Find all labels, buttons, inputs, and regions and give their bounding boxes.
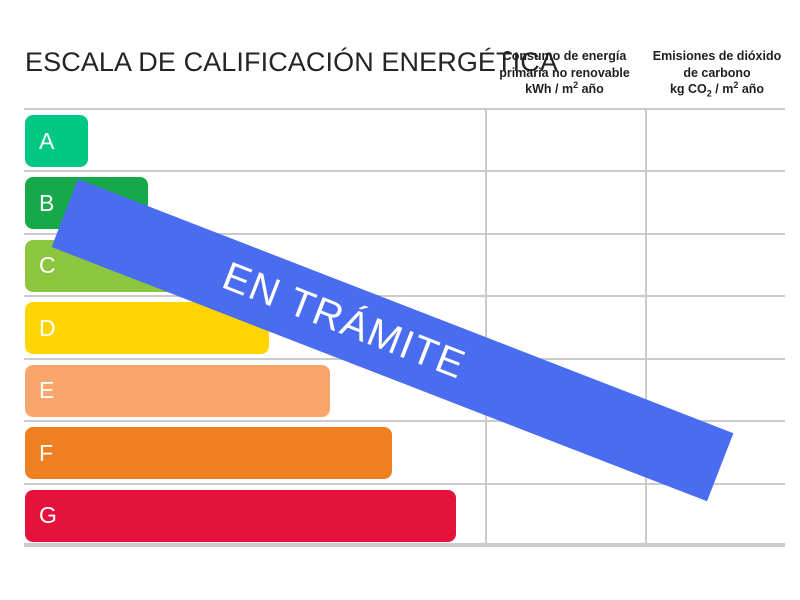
column-header-energy-line1: Consumo de energía	[502, 49, 627, 63]
co2-value-cell-g	[647, 485, 785, 545]
column-header-energy-unit: kWh / m2 año	[487, 79, 642, 98]
column-header-co2-line2: de carbono	[683, 65, 751, 80]
rating-bar-a: A	[25, 115, 88, 167]
rating-letter-g: G	[39, 502, 57, 529]
rating-row-e: E	[24, 360, 785, 423]
rating-row-a: A	[24, 110, 785, 173]
page-title: ESCALA DE CALIFICACIÓN ENERGÉTICA	[25, 47, 558, 77]
column-header-co2-line1: Emisiones de dióxido	[652, 49, 782, 63]
rating-letter-b: B	[39, 189, 55, 216]
co2-unit-prefix: kg CO	[669, 82, 707, 96]
energy-value-cell-a	[487, 110, 645, 170]
rating-letter-a: A	[39, 127, 55, 154]
rating-row-c: C	[24, 235, 785, 298]
rating-bar-d: D	[25, 302, 269, 355]
rating-bar-g: G	[25, 489, 456, 542]
co2-value-cell-c	[647, 235, 785, 295]
energy-unit-prefix: kWh / m	[525, 82, 574, 96]
rating-letter-f: F	[39, 439, 54, 466]
rating-row-b: B	[24, 172, 785, 235]
rating-letter-c: C	[39, 252, 56, 279]
co2-unit-superscript: 2	[733, 79, 739, 90]
rating-bar-b: B	[25, 177, 148, 230]
column-divider-1	[485, 110, 487, 543]
rating-letter-e: E	[39, 377, 55, 404]
rating-row-d: D	[24, 297, 785, 360]
co2-value-cell-e	[647, 360, 785, 420]
rating-row-g: G	[24, 485, 785, 547]
column-header-energy-consumption: Consumo de energía primaria no renovable…	[487, 48, 642, 98]
rating-bar-c: C	[25, 239, 206, 292]
energy-value-cell-f	[487, 422, 645, 482]
co2-value-cell-b	[647, 172, 785, 232]
energy-value-cell-b	[487, 172, 645, 232]
co2-unit-suffix: año	[738, 82, 765, 96]
column-divider-2	[645, 110, 647, 543]
co2-unit-mid: / m	[711, 82, 734, 96]
energy-unit-suffix: año	[578, 82, 604, 96]
rating-row-f: F	[24, 422, 785, 485]
rating-scale-table: A B C D E F G	[24, 108, 785, 547]
co2-unit-subscript: 2	[706, 88, 712, 99]
energy-value-cell-e	[487, 360, 645, 420]
rating-bar-f: F	[25, 427, 392, 480]
energy-value-cell-g	[487, 485, 645, 545]
energy-value-cell-c	[487, 235, 645, 295]
rating-bar-e: E	[25, 364, 330, 417]
energy-unit-superscript: 2	[573, 79, 579, 90]
co2-value-cell-a	[647, 110, 785, 170]
rating-letter-d: D	[39, 314, 56, 341]
column-header-co2-unit: kg CO2 / m2 año	[647, 79, 787, 99]
co2-value-cell-f	[647, 422, 785, 482]
co2-value-cell-d	[647, 297, 785, 357]
column-header-energy-line2: primaria no renovable	[499, 65, 630, 80]
energy-value-cell-d	[487, 297, 645, 357]
column-header-co2-emissions: Emisiones de dióxido de carbono kg CO2 /…	[647, 48, 787, 98]
